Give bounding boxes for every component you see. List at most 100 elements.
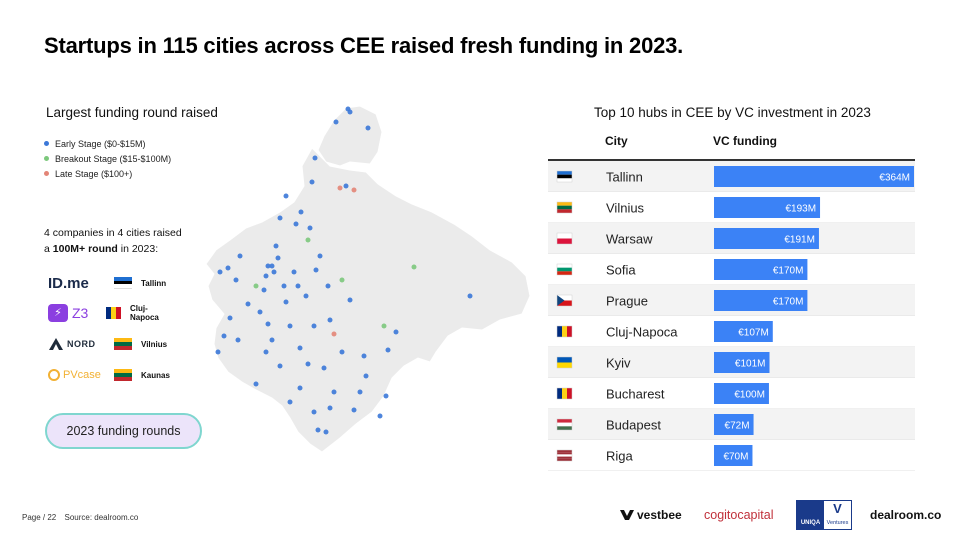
legend-item-early: Early Stage ($0-$15M) — [44, 136, 171, 151]
city-label: Warsaw — [606, 232, 653, 247]
chart-row-kyiv: Kyiv €101M — [548, 347, 915, 379]
early-stage-dot — [363, 373, 369, 379]
city-label: Tallinn — [606, 170, 643, 185]
romania-flag-icon — [105, 307, 121, 319]
uniqa-ventures-logo: V UNIQA Ventures — [796, 500, 852, 530]
estonia-flag-icon — [114, 277, 132, 290]
legend-item-breakout: Breakout Stage ($15-$100M) — [44, 151, 171, 166]
early-stage-dot — [275, 255, 281, 261]
funding-rounds-button[interactable]: 2023 funding rounds — [45, 413, 202, 449]
funding-bar — [714, 166, 914, 187]
early-stage-dot — [237, 253, 243, 259]
funding-bar — [714, 197, 821, 218]
legend-dot-icon — [44, 141, 49, 146]
bulgaria-flag-icon — [556, 263, 573, 276]
early-stage-dot — [265, 321, 271, 327]
z3-logo: ⚡ Z3 — [48, 303, 98, 323]
chart-row-sofia: Sofia €170M — [548, 254, 915, 286]
early-stage-dot — [333, 119, 339, 125]
chart-row-budapest: Budapest €72M — [548, 409, 915, 441]
company-city: Vilnius — [141, 339, 168, 349]
early-stage-dot — [307, 225, 313, 231]
early-stage-dot — [269, 263, 275, 269]
early-stage-dot — [217, 269, 223, 275]
map-legend: Early Stage ($0-$15M) Breakout Stage ($1… — [44, 136, 171, 181]
city-label: Kyiv — [606, 356, 631, 371]
early-stage-dot — [467, 293, 473, 299]
early-stage-dot — [311, 409, 317, 415]
early-stage-dot — [277, 363, 283, 369]
early-stage-dot — [287, 323, 293, 329]
early-stage-dot — [261, 287, 267, 293]
romania-flag-icon — [556, 387, 573, 400]
early-stage-dot — [377, 413, 383, 419]
early-stage-dot — [357, 389, 363, 395]
breakout-stage-dot — [253, 283, 259, 289]
latvia-flag-icon — [556, 449, 573, 462]
chart-row-cluj-napoca: Cluj-Napoca €107M — [548, 316, 915, 348]
value-label: €107M — [738, 328, 769, 339]
early-stage-dot — [265, 263, 271, 269]
ukraine-flag-icon — [556, 356, 573, 369]
map-title: Largest funding round raised — [46, 105, 218, 120]
early-stage-dot — [263, 273, 269, 279]
company-city: Kaunas — [141, 370, 170, 380]
funding-bar — [714, 352, 770, 373]
funding-bar — [714, 414, 754, 435]
early-stage-dot — [311, 323, 317, 329]
company-city: Tallinn — [141, 278, 167, 288]
early-stage-dot — [291, 269, 297, 275]
note-line-1: 4 companies in 4 cities raised — [44, 227, 182, 239]
early-stage-dot — [283, 193, 289, 199]
nord-security-logo: NORD — [48, 334, 106, 354]
early-stage-dot — [327, 405, 333, 411]
breakout-stage-dot — [339, 277, 345, 283]
note-highlight: 100M+ round — [52, 243, 118, 255]
early-stage-dot — [343, 183, 349, 189]
city-label: Bucharest — [606, 387, 665, 402]
legend-label: Breakout Stage ($15-$100M) — [55, 153, 172, 164]
early-stage-dot — [297, 345, 303, 351]
legend-label: Late Stage ($100+) — [55, 168, 133, 179]
early-stage-dot — [303, 293, 309, 299]
vestbee-mark-icon — [620, 510, 634, 520]
early-stage-dot — [225, 265, 231, 271]
funding-bar — [714, 383, 769, 404]
early-stage-dot — [339, 349, 345, 355]
funding-bar — [714, 228, 819, 249]
note-line-2: a 100M+ round in 2023: — [44, 243, 159, 255]
funding-bar — [714, 321, 773, 342]
early-stage-dot — [263, 349, 269, 355]
late-stage-dot — [337, 185, 343, 191]
early-stage-dot — [233, 277, 239, 283]
chart-row-bucharest: Bucharest €100M — [548, 378, 915, 410]
poland-flag-icon — [556, 232, 573, 245]
early-stage-dot — [365, 125, 371, 131]
early-stage-dot — [361, 353, 367, 359]
city-label: Vilnius — [606, 201, 645, 216]
early-stage-dot — [347, 109, 353, 115]
early-stage-dot — [312, 155, 318, 161]
nord-mountain-icon — [49, 338, 63, 350]
early-stage-dot — [283, 299, 289, 305]
city-label: Prague — [606, 294, 648, 309]
value-label: €70M — [723, 452, 748, 463]
funding-bar — [714, 259, 808, 280]
lithuania-flag-icon — [114, 369, 132, 381]
early-stage-dot — [383, 393, 389, 399]
early-stage-dot — [351, 407, 357, 413]
breakout-stage-dot — [305, 237, 311, 243]
cee-map — [205, 105, 531, 453]
early-stage-dot — [323, 429, 329, 435]
chart-row-vilnius: Vilnius €193M — [548, 192, 915, 224]
early-stage-dot — [215, 349, 221, 355]
early-stage-dot — [271, 269, 277, 275]
lithuania-flag-icon — [114, 338, 132, 350]
city-label: Cluj-Napoca — [606, 325, 678, 340]
value-label: €364M — [879, 173, 910, 184]
early-stage-dot — [227, 315, 233, 321]
page-number: Page / 22 — [22, 513, 57, 522]
romania-flag-icon — [556, 325, 573, 338]
header-divider — [548, 159, 915, 161]
page-title: Startups in 115 cities across CEE raised… — [44, 33, 684, 58]
